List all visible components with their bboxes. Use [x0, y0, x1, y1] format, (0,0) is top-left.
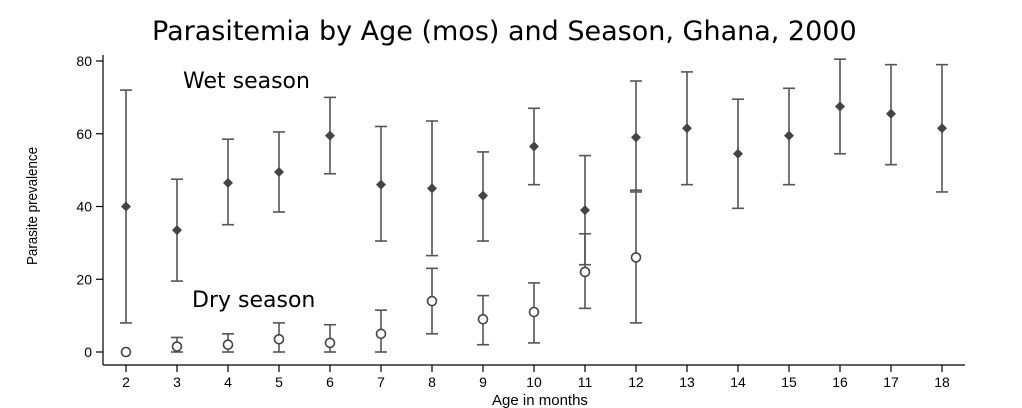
data-point: [937, 123, 947, 134]
x-tick-label: 9: [479, 374, 487, 390]
y-tick-label: 0: [84, 344, 92, 360]
y-axis-label: Parasite prevalence: [24, 147, 41, 265]
x-tick-label: 8: [428, 374, 436, 390]
x-tick-label: 13: [679, 374, 695, 390]
y-tick-label: 60: [76, 126, 92, 142]
series-wet: [120, 58, 948, 324]
data-point: [835, 101, 845, 112]
data-point: [376, 179, 386, 190]
data-point: [274, 166, 284, 177]
data-point: [325, 130, 335, 141]
data-point: [478, 190, 488, 201]
data-point: [682, 123, 692, 134]
data-point: [222, 339, 234, 351]
data-point: [427, 183, 437, 194]
x-tick-label: 15: [781, 374, 797, 390]
dry-season-annotation: Dry season: [192, 288, 315, 313]
x-tick-label: 11: [578, 374, 593, 390]
x-tick-label: 17: [883, 374, 899, 390]
y-axis-ticks: 0 20 40 60 80: [76, 53, 103, 360]
wet-season-annotation: Wet season: [183, 69, 310, 94]
y-tick-label: 80: [76, 53, 92, 69]
data-point: [580, 205, 590, 216]
data-point: [120, 346, 132, 358]
x-tick-label: 5: [275, 374, 283, 390]
y-tick-label: 40: [76, 199, 92, 215]
data-point: [733, 148, 743, 159]
data-point: [324, 337, 336, 349]
data-point: [528, 306, 540, 318]
x-tick-label: 12: [628, 374, 644, 390]
x-tick-label: 10: [526, 374, 542, 390]
data-point: [784, 130, 794, 141]
data-point: [223, 177, 233, 188]
data-point: [273, 333, 285, 345]
data-point: [172, 225, 182, 236]
data-point: [426, 295, 438, 307]
x-tick-label: 14: [730, 374, 746, 390]
data-point: [171, 341, 183, 352]
x-tick-label: 6: [326, 374, 334, 390]
x-tick-label: 18: [934, 374, 950, 390]
data-point: [477, 313, 489, 325]
data-point: [886, 108, 896, 119]
plot-marks: [120, 58, 948, 358]
x-tick-label: 7: [377, 374, 385, 390]
chart-title: Parasitemia by Age (mos) and Season, Gha…: [152, 16, 857, 47]
data-point: [529, 141, 539, 152]
x-tick-label: 4: [224, 374, 232, 390]
x-tick-label: 3: [173, 374, 181, 390]
x-tick-label: 16: [832, 374, 848, 390]
data-point: [375, 328, 387, 340]
series-dry: [120, 189, 642, 358]
x-tick-label: 2: [122, 374, 130, 390]
x-axis-label: Age in months: [492, 392, 588, 408]
x-axis-ticks: 2 3 4 5 6 7 8 9 10 11 12 13 14 15 16 17 18: [122, 365, 950, 390]
data-point: [121, 201, 131, 212]
data-point: [630, 252, 642, 263]
y-tick-label: 20: [76, 271, 92, 287]
data-point: [579, 266, 591, 278]
data-point: [631, 132, 641, 143]
